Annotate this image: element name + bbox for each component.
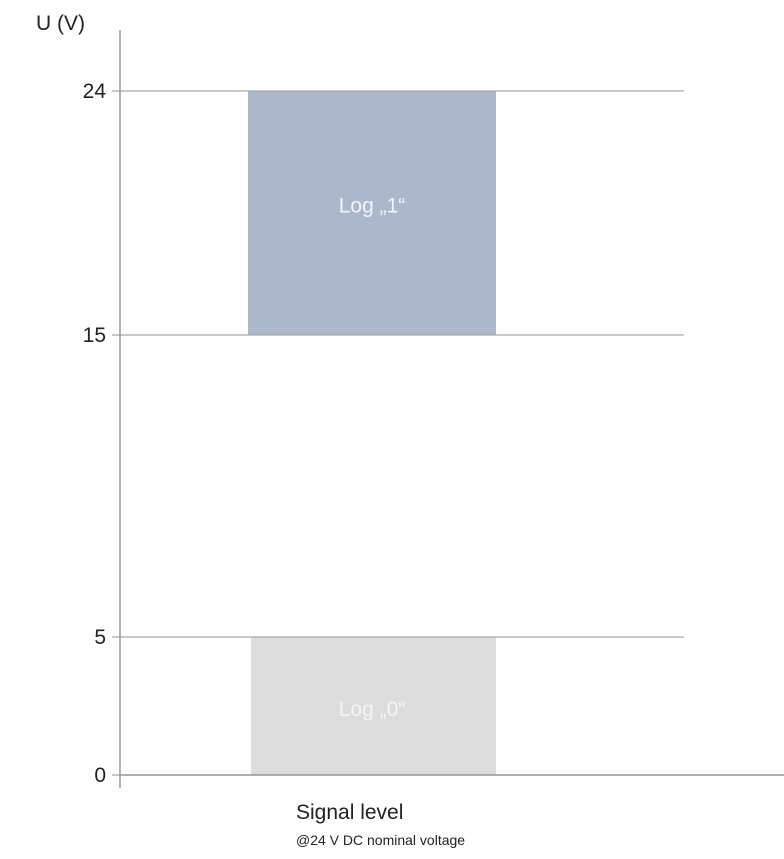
band-bar-1 [251,637,496,775]
y-tick-label-0: 0 [94,764,106,787]
x-axis-subtitle: @24 V DC nominal voltage [296,832,465,848]
band-bar-0 [248,91,496,335]
y-tick-label-15: 15 [83,324,106,347]
band-label-1: Log „0“ [339,698,406,721]
bands-layer [248,91,496,775]
y-tick-label-5: 5 [94,626,106,649]
y-axis-title: U (V) [36,12,85,35]
band-labels: Log „1“ Log „0“ [339,195,406,721]
band-label-0: Log „1“ [339,195,406,218]
x-axis-title: Signal level [296,801,403,824]
y-tick-labels: 0 5 15 24 [83,80,107,787]
y-tick-label-24: 24 [83,80,107,103]
